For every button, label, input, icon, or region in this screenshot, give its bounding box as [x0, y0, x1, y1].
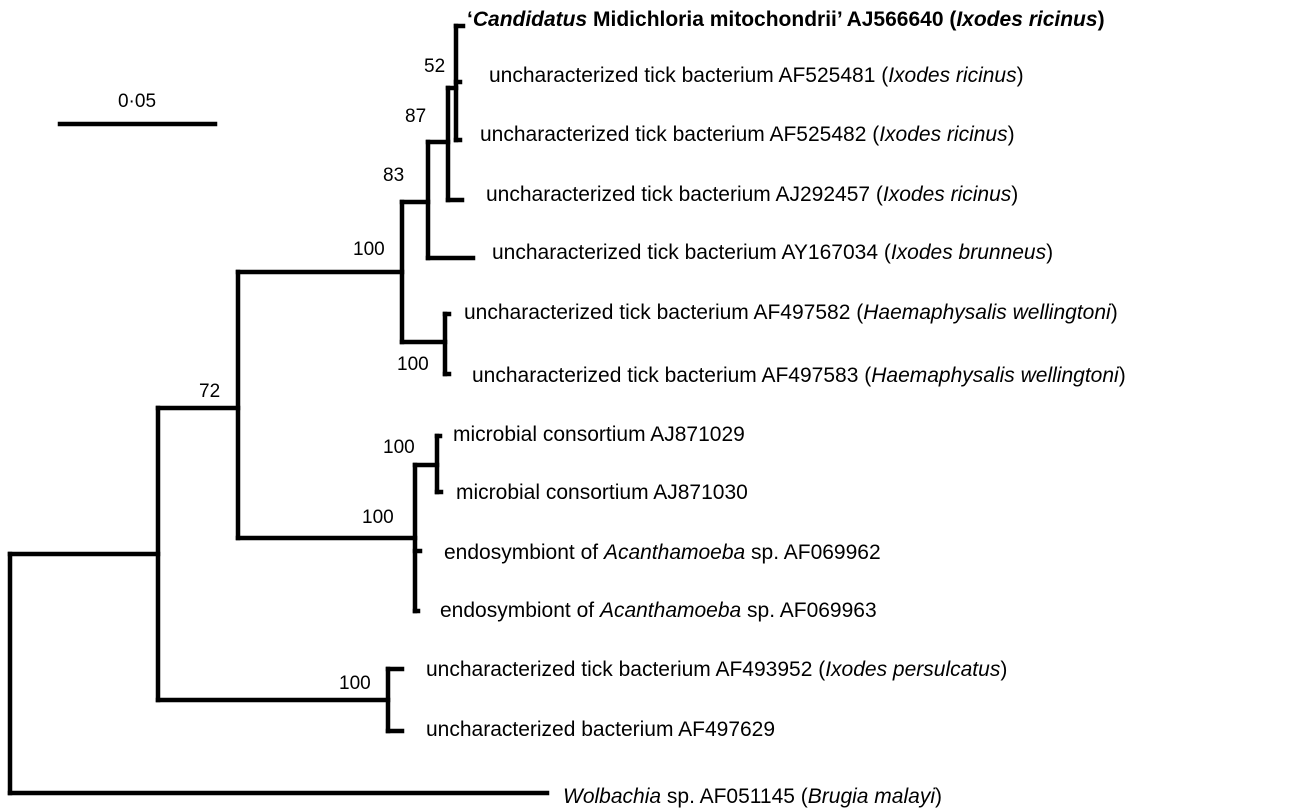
- taxon-label-part: microbial consortium AJ871030: [456, 481, 748, 504]
- taxon-label: ‘Candidatus Midichloria mitochondrii’ AJ…: [467, 8, 1105, 31]
- taxon-label: microbial consortium AJ871030: [456, 481, 748, 504]
- taxon-label-part: Candidatus: [473, 8, 587, 31]
- taxon-label-part: sp. AF051145 (: [661, 785, 808, 808]
- taxon-label-part: microbial consortium AJ871029: [453, 423, 745, 446]
- taxon-label-part: sp. AF069962: [745, 541, 880, 564]
- taxon-label-part: Ixodes ricinus: [879, 123, 1008, 146]
- taxon-label: uncharacterized tick bacterium AF525481 …: [489, 64, 1024, 87]
- taxon-label-part: uncharacterized bacterium AF497629: [426, 718, 775, 741]
- bootstrap-value: 52: [424, 56, 445, 77]
- taxon-label-part: Ixodes ricinus: [956, 8, 1097, 31]
- taxon-label-part: ): [1119, 364, 1126, 387]
- taxon-label-part: Ixodes ricinus: [888, 64, 1017, 87]
- taxon-label-part: ): [1098, 8, 1105, 31]
- bootstrap-value: 100: [383, 437, 415, 458]
- taxon-label-part: endosymbiont of: [444, 541, 604, 564]
- taxon-label-part: ): [1111, 301, 1118, 324]
- taxon-label-part: endosymbiont of: [440, 599, 600, 622]
- taxon-label-part: Haemaphysalis wellingtoni: [863, 301, 1112, 324]
- taxon-label: endosymbiont of Acanthamoeba sp. AF06996…: [440, 599, 877, 622]
- bootstrap-value: 100: [397, 354, 429, 375]
- taxon-label-part: Brugia malayi: [808, 785, 937, 808]
- taxon-label-part: uncharacterized tick bacterium AF497583 …: [472, 364, 871, 387]
- taxon-label-part: Wolbachia: [563, 785, 661, 808]
- tree-branches: [7, 23, 550, 796]
- bootstrap-values: 52 87 83 100 100 72 100 100 100: [199, 56, 445, 694]
- taxon-label-part: uncharacterized tick bacterium AF497582 …: [464, 301, 863, 324]
- taxon-label-part: Acanthamoeba: [602, 541, 745, 564]
- taxon-label-part: ): [935, 785, 942, 808]
- taxon-label-part: Ixodes brunneus: [891, 241, 1047, 264]
- taxon-label-part: Ixodes ricinus: [883, 183, 1012, 206]
- taxon-label: uncharacterized tick bacterium AY167034 …: [492, 241, 1053, 264]
- taxon-label: microbial consortium AJ871029: [453, 423, 745, 446]
- scale-bar: 0·05: [57, 91, 218, 127]
- taxon-label-part: uncharacterized tick bacterium AF525481 …: [489, 64, 888, 87]
- taxon-label-part: Acanthamoeba: [598, 599, 741, 622]
- taxon-label-part: ): [1011, 183, 1018, 206]
- bootstrap-value: 72: [199, 381, 220, 402]
- bootstrap-value: 87: [405, 106, 426, 127]
- taxon-label-part: Midichloria mitochondrii’ AJ566640 (: [587, 8, 956, 31]
- taxon-label: uncharacterized tick bacterium AF497582 …: [464, 301, 1118, 324]
- taxon-label-part: uncharacterized tick bacterium AY167034 …: [492, 241, 891, 264]
- taxon-label: uncharacterized tick bacterium AF497583 …: [472, 364, 1126, 387]
- bootstrap-value: 100: [362, 507, 394, 528]
- taxon-label-part: ): [1046, 241, 1053, 264]
- taxon-label-part: uncharacterized tick bacterium AF493952 …: [426, 658, 825, 681]
- taxon-label-part: uncharacterized tick bacterium AF525482 …: [480, 123, 879, 146]
- taxon-label-part: Ixodes persulcatus: [825, 658, 1001, 681]
- taxon-label-part: Haemaphysalis wellingtoni: [871, 364, 1120, 387]
- bootstrap-value: 100: [339, 673, 371, 694]
- taxon-label-part: uncharacterized tick bacterium AJ292457 …: [486, 183, 883, 206]
- taxon-label: Wolbachia sp. AF051145 (Brugia malayi): [563, 785, 942, 808]
- taxon-label: uncharacterized tick bacterium AF525482 …: [480, 123, 1015, 146]
- taxon-label: endosymbiont of Acanthamoeba sp. AF06996…: [444, 541, 881, 564]
- taxon-label-part: ‘: [467, 8, 473, 31]
- taxon-label-part: ): [1008, 123, 1015, 146]
- taxon-label-part: sp. AF069963: [741, 599, 876, 622]
- taxon-label: uncharacterized tick bacterium AF493952 …: [426, 658, 1007, 681]
- taxon-label-part: ): [1017, 64, 1024, 87]
- taxon-label: uncharacterized bacterium AF497629: [426, 718, 775, 741]
- bootstrap-value: 100: [353, 239, 385, 260]
- scale-bar-label: 0·05: [118, 91, 156, 112]
- taxon-label: uncharacterized tick bacterium AJ292457 …: [486, 183, 1018, 206]
- bootstrap-value: 83: [383, 165, 404, 186]
- taxon-label-part: ): [1000, 658, 1007, 681]
- taxon-labels: ‘Candidatus Midichloria mitochondrii’ AJ…: [426, 8, 1126, 808]
